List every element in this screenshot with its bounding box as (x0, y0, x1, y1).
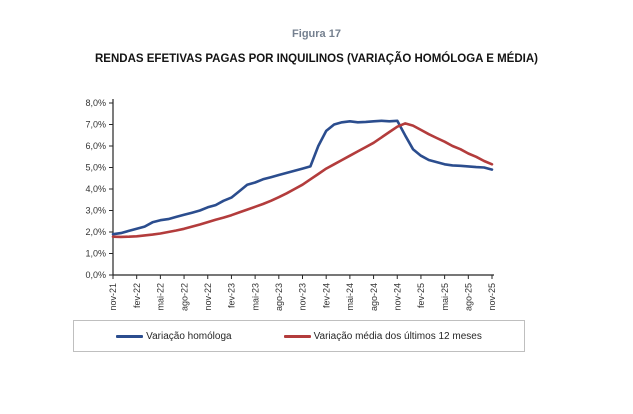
y-tick-label: 1,0% (85, 249, 106, 259)
legend-item-variacao-homologa: Variação homóloga (116, 330, 232, 342)
legend-item-variacao-media: Variação média dos últimos 12 meses (283, 330, 482, 342)
x-tick-label: fev-25 (416, 283, 426, 308)
y-tick-label: 0,0% (85, 270, 106, 280)
series-line-variacao-media (111, 122, 494, 239)
x-tick-label: fev-23 (227, 283, 237, 308)
series-line-variacao-homologa (111, 119, 494, 236)
legend-line-swatch-red (283, 334, 311, 338)
legend-line-swatch-blue (116, 334, 144, 338)
x-tick-label: ago-24 (369, 283, 379, 311)
y-tick-label: 5,0% (85, 163, 106, 173)
x-tick-label: ago-23 (274, 283, 284, 311)
x-tick-label: nov-24 (392, 283, 402, 311)
x-tick-label: mai-24 (345, 283, 355, 311)
x-tick-label: nov-21 (108, 283, 118, 311)
legend-label-variacao-homologa: Variação homóloga (146, 330, 232, 342)
x-tick-label: mai-25 (440, 283, 450, 311)
x-tick-label: ago-25 (464, 283, 474, 311)
x-tick-label: fev-22 (132, 283, 142, 308)
y-tick-label: 7,0% (85, 120, 106, 130)
x-tick-label: nov-23 (298, 283, 308, 311)
y-tick-label: 8,0% (85, 98, 106, 108)
x-tick-label: mai-22 (156, 283, 166, 311)
x-tick-label: fev-24 (321, 283, 331, 308)
figure-title: RENDAS EFETIVAS PAGAS POR INQUILINOS (VA… (95, 53, 538, 65)
figure-number-label: Figura 17 (292, 28, 341, 40)
x-tick-label: nov-22 (203, 283, 213, 311)
x-tick-label: ago-22 (179, 283, 189, 311)
y-tick-label: 2,0% (85, 227, 106, 237)
y-tick-label: 3,0% (85, 206, 106, 216)
legend-label-variacao-media: Variação média dos últimos 12 meses (313, 330, 482, 342)
x-tick-label: nov-25 (487, 283, 497, 311)
x-tick-label: mai-23 (250, 283, 260, 311)
chart-legend: Variação homóloga Variação média dos últ… (73, 320, 525, 352)
line-chart: 0,0% 1,0% 2,0% 3,0% 4,0% 5,0% 6,0% 7,0% 8,0% nov-… (85, 98, 497, 311)
y-tick-label: 6,0% (85, 141, 106, 151)
y-tick-label: 4,0% (85, 184, 106, 194)
